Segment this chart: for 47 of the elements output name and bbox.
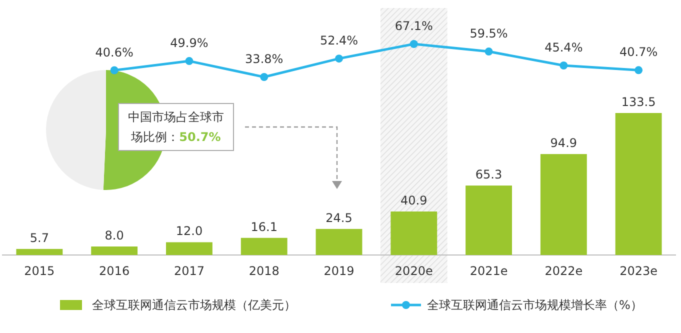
bar <box>390 211 438 255</box>
point <box>410 40 418 48</box>
point <box>634 66 643 74</box>
pie-slice <box>46 70 106 190</box>
bar <box>466 186 512 255</box>
data-label: 8.0 <box>104 228 124 242</box>
x-tick-label: 2023e <box>620 264 658 278</box>
data-label: 33.8% <box>245 52 284 66</box>
data-label: 94.9 <box>550 136 578 150</box>
bar <box>540 154 587 255</box>
data-label: 67.1% <box>394 19 433 33</box>
x-tick-label: 2022e <box>544 264 583 278</box>
bar <box>316 228 362 255</box>
data-label: 40.6% <box>95 45 134 60</box>
data-label: 16.1 <box>250 220 278 234</box>
point <box>335 54 343 63</box>
data-label: 12.0 <box>176 224 203 238</box>
bar <box>16 248 63 255</box>
point <box>185 57 194 66</box>
point <box>260 73 268 81</box>
x-tick-label: 2021e <box>470 264 508 278</box>
data-label: 49.9% <box>170 36 208 50</box>
bar <box>240 238 288 255</box>
x-tick-label: 2017 <box>174 264 204 278</box>
data-label: 45.4% <box>544 40 583 55</box>
data-label: 52.4% <box>320 34 358 48</box>
x-tick-label: 2019 <box>324 264 354 278</box>
bar <box>166 242 212 255</box>
data-label: 24.5 <box>326 210 352 225</box>
point <box>484 48 493 56</box>
x-tick-label: 2015 <box>24 264 55 278</box>
data-label: 40.9 <box>400 193 428 208</box>
point <box>110 66 118 74</box>
x-tick-label: 2018 <box>248 264 280 278</box>
data-label: 65.3 <box>475 168 502 182</box>
data-label: 5.7 <box>30 230 49 245</box>
data-label: 40.7% <box>619 45 658 60</box>
x-tick-label: 2016 <box>99 264 130 278</box>
x-tick-label: 2020e <box>394 264 433 278</box>
bar <box>615 113 662 255</box>
legend-label: 全球互联网通信云市场规模增长率（%） <box>427 298 642 312</box>
point <box>560 62 568 70</box>
data-label: 133.5 <box>621 95 656 109</box>
legend-label: 全球互联网通信云市场规模（亿美元） <box>92 298 296 312</box>
data-label: 59.5% <box>470 26 508 41</box>
bar <box>91 246 138 255</box>
annotation: 中国市场占全球市场比例：50.7% <box>118 103 234 151</box>
